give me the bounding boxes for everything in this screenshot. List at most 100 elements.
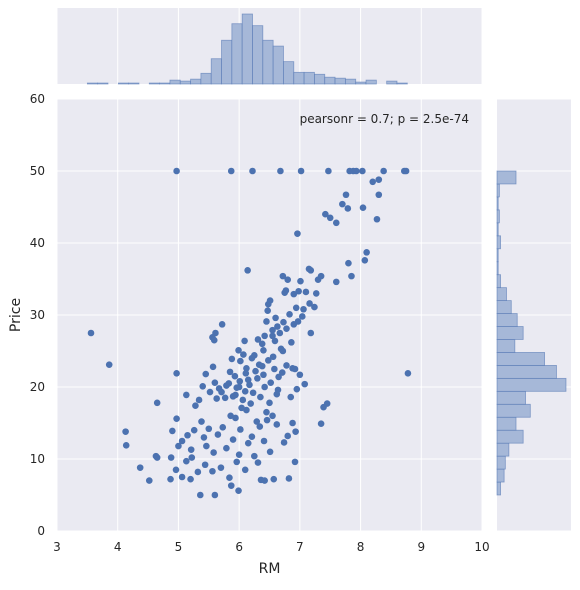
x-tick-label: 9 [417, 540, 425, 554]
scatter-point [373, 215, 381, 223]
scatter-point [294, 230, 301, 237]
scatter-point [260, 371, 267, 379]
scatter-point [320, 403, 327, 411]
scatter-point [293, 385, 301, 393]
scatter-point [380, 167, 387, 175]
scatter-point [279, 272, 287, 280]
scatter-point [260, 437, 268, 445]
scatter-point [122, 428, 129, 435]
scatter-point [184, 431, 191, 439]
scatter-point [263, 416, 271, 424]
scatter-point [226, 368, 234, 376]
scatter-point [153, 454, 161, 461]
scatter-point [274, 386, 282, 394]
x-hist-bar [128, 82, 140, 85]
x-hist-bar [344, 78, 357, 85]
scatter-point [235, 383, 243, 391]
x-tick-labels: 3 4 5 6 7 8 9 10 [53, 540, 489, 554]
scatter-point [285, 475, 293, 482]
y-tick-label: 50 [30, 164, 45, 178]
x-hist-bar [200, 72, 212, 85]
scatter-point [283, 325, 290, 332]
pearson-annotation: pearsonr = 0.7; p = 2.5e-74 [300, 112, 469, 126]
scatter-point [240, 351, 247, 358]
scatter-point [244, 376, 252, 384]
scatter-point [209, 467, 216, 475]
scatter-point [211, 491, 219, 499]
x-hist-bar [293, 71, 305, 85]
scatter-point [269, 412, 276, 420]
scatter-point [87, 329, 95, 337]
scatter-point [295, 287, 302, 295]
y-tick-label: 60 [30, 92, 45, 106]
y-hist-bar [496, 274, 501, 289]
scatter-point [169, 427, 176, 435]
x-marginal-histogram [86, 13, 408, 85]
scatter-point [269, 326, 276, 334]
x-hist-bar [97, 82, 109, 85]
y-hist-bar [496, 248, 499, 263]
scatter-point [206, 388, 214, 396]
scatter-point [266, 399, 273, 407]
y-hist-bar [496, 481, 501, 496]
y-hist-bar [496, 364, 557, 379]
top-histogram-grid [56, 8, 483, 84]
scatter-point [306, 300, 313, 307]
scatter-point [274, 323, 281, 330]
scatter-point [255, 361, 263, 368]
scatter-point [251, 352, 258, 359]
scatter-point [257, 476, 265, 484]
scatter-point [254, 336, 262, 343]
y-hist-bar [496, 442, 510, 457]
scatter-point [122, 442, 130, 449]
scatter-point [228, 355, 236, 363]
scatter-point [227, 167, 235, 175]
scatter-point [271, 365, 278, 373]
scatter-point [242, 370, 250, 377]
y-hist-bar [496, 300, 512, 314]
scatter-point [272, 314, 279, 322]
x-hist-bar [386, 80, 398, 85]
scatter-point [342, 191, 350, 199]
scatter-point [183, 391, 190, 399]
y-hist-bar [496, 403, 531, 418]
y-hist-bar [496, 377, 567, 392]
scatter-point [200, 434, 208, 441]
x-tick-label: 10 [474, 540, 489, 554]
scatter-point [153, 399, 161, 407]
scatter-point [283, 362, 290, 369]
x-hist-bar [365, 79, 377, 85]
scatter-point [348, 272, 355, 280]
scatter-point [339, 200, 346, 208]
x-hist-bar [86, 82, 99, 85]
scatter-point [296, 371, 304, 379]
scatter-point [375, 176, 383, 183]
scatter-point [136, 464, 144, 471]
scatter-point [232, 414, 239, 422]
x-hist-bar [396, 82, 408, 85]
x-hist-bar [148, 82, 161, 85]
scatter-point [332, 278, 340, 286]
scatter-point [275, 373, 282, 381]
scatter-point [211, 379, 219, 386]
scatter-point [312, 290, 320, 297]
scatter-point [244, 267, 251, 274]
scatter-point [231, 372, 239, 380]
y-hist-bar [496, 339, 516, 353]
scatter-point [270, 475, 278, 483]
scatter-points [87, 167, 412, 499]
scatter-point [291, 365, 299, 373]
y-hist-bar [496, 196, 499, 211]
scatter-point [311, 303, 318, 311]
scatter-point [203, 442, 210, 450]
scatter-point [294, 318, 302, 325]
scatter-point [280, 439, 288, 446]
scatter-point [263, 318, 270, 325]
y-tick-label: 30 [30, 308, 45, 322]
scatter-point [145, 477, 153, 484]
scatter-point [214, 431, 222, 438]
scatter-point [297, 167, 305, 175]
y-hist-bar [496, 416, 517, 431]
scatter-point [266, 448, 274, 456]
